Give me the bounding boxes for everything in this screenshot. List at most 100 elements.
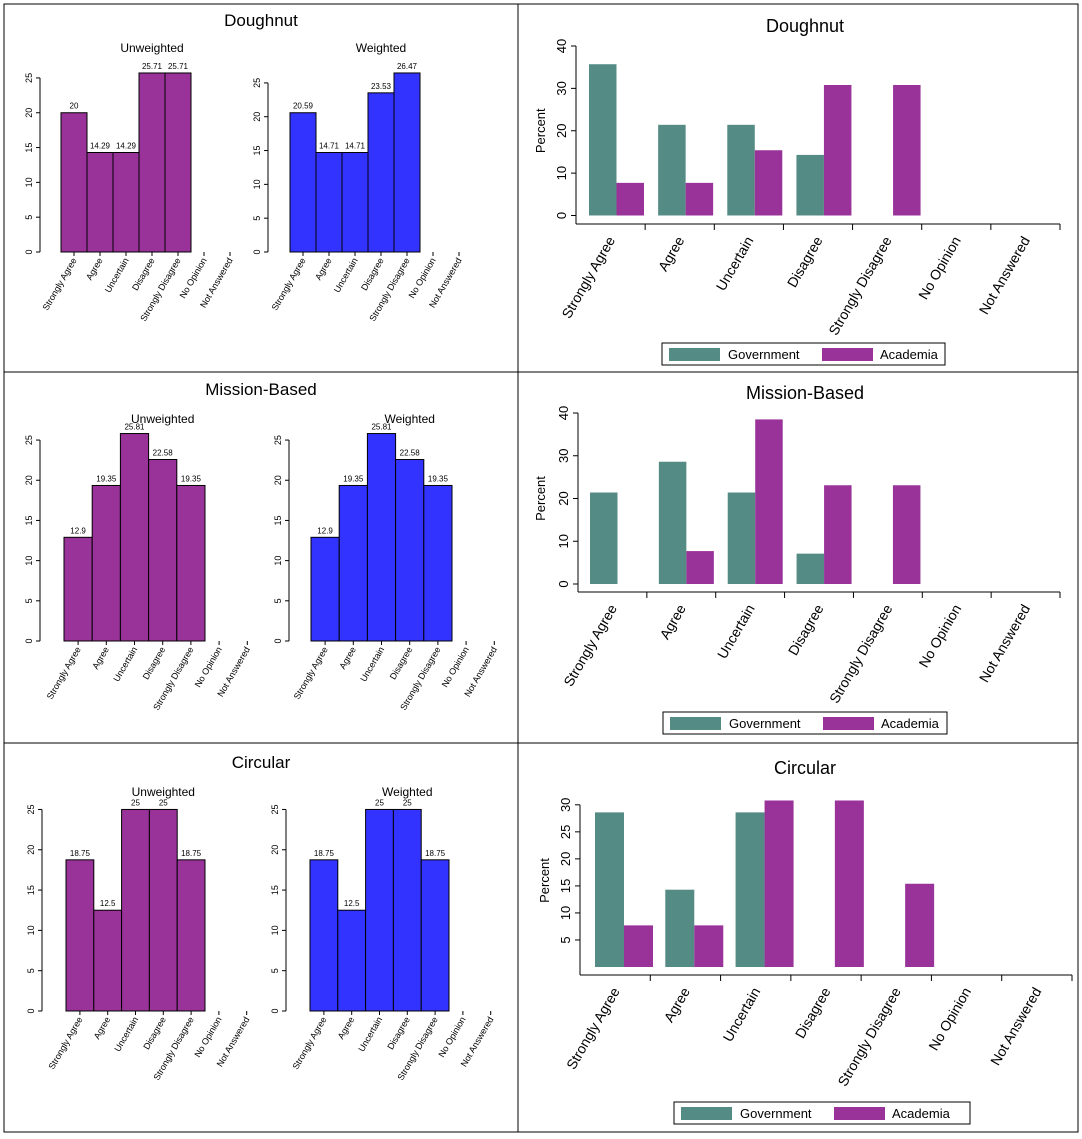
bar-value-label: 12.5 [100, 899, 116, 908]
y-tick-label: 5 [24, 598, 34, 603]
x-tick-label: Uncertain [713, 234, 757, 294]
y-tick-label: 40 [554, 39, 569, 53]
x-tick-label: No Opinion [925, 985, 974, 1054]
legend [661, 342, 946, 366]
bar-value-label: 25 [403, 798, 412, 807]
bar [310, 536, 340, 642]
bar-government [590, 492, 618, 584]
bar-value-label: 12.5 [344, 899, 360, 908]
bar [393, 72, 421, 253]
y-tick-label: 5 [273, 598, 283, 603]
bar-value-label: 25.71 [168, 62, 189, 71]
x-tick-label: Disagree [385, 1015, 412, 1051]
legend-label-academia: Academia [881, 716, 940, 731]
bar-value-label: 18.75 [425, 849, 446, 858]
legend-label-government: Government [728, 347, 800, 362]
x-tick-label: Agree [655, 233, 688, 274]
x-tick-label: Strongly Agree [563, 984, 623, 1072]
y-tick-label: 15 [26, 885, 36, 895]
x-tick-label: Strongly Disagree [825, 233, 895, 338]
bar [176, 484, 206, 642]
y-tick-label: 15 [558, 879, 573, 893]
legend-swatch-government [669, 348, 720, 361]
bar-value-label: 19.35 [96, 474, 117, 483]
x-tick-label: Uncertain [358, 645, 386, 683]
panel-title: Doughnut [224, 11, 298, 30]
y-tick-label: 15 [24, 143, 34, 153]
x-tick-label: Agree [90, 645, 111, 671]
y-tick-label: 10 [558, 906, 573, 920]
bar-value-label: 25.81 [371, 423, 392, 432]
y-tick-label: 25 [26, 804, 36, 814]
y-tick-label: 5 [270, 968, 280, 973]
y-tick-label: 10 [270, 925, 280, 935]
bar [341, 152, 369, 253]
y-tick-label: 0 [24, 249, 34, 254]
x-tick-label: Strongly Disagree [826, 601, 896, 706]
bar [119, 433, 150, 642]
bar [366, 433, 397, 642]
x-tick-label: No Opinion [193, 645, 224, 689]
y-tick-label: 20 [24, 108, 34, 118]
x-tick-label: No Opinion [436, 1015, 467, 1059]
panel-title: Doughnut [766, 16, 844, 36]
x-tick-label: Agree [336, 1015, 357, 1041]
x-tick-label: Uncertain [714, 602, 758, 662]
bar-academia [755, 419, 783, 584]
y-tick-label: 10 [252, 179, 262, 189]
y-tick-label: 0 [24, 638, 34, 643]
bar-government [727, 124, 755, 216]
bar-value-label: 12.9 [317, 526, 333, 535]
x-tick-label: Agree [313, 256, 334, 282]
bar-academia [834, 800, 864, 967]
y-tick-label: 20 [26, 845, 36, 855]
x-tick-label: Agree [656, 601, 689, 642]
bar-value-label: 18.75 [70, 849, 91, 858]
x-tick-label: Strongly Agree [290, 1015, 328, 1071]
y-tick-label: 0 [26, 1008, 36, 1013]
x-tick-label: Strongly Agree [45, 645, 83, 701]
bar-value-label: 18.75 [314, 849, 335, 858]
y-tick-label: 15 [24, 515, 34, 525]
x-tick-label: No Opinion [440, 645, 471, 689]
x-tick-label: Disagree [141, 645, 168, 681]
y-tick-label: 5 [252, 216, 262, 221]
legend-swatch-government [681, 1107, 732, 1120]
x-tick-label: Disagree [792, 984, 834, 1041]
y-tick-label: 30 [558, 798, 573, 812]
x-tick-label: No Opinion [192, 1015, 223, 1059]
bar-government [665, 889, 695, 967]
x-tick-label: Uncertain [332, 256, 360, 294]
x-tick-label: Uncertain [112, 1015, 140, 1053]
bar-value-label: 22.58 [400, 449, 421, 458]
bar-value-label: 19.35 [428, 474, 449, 483]
bar [65, 859, 95, 1012]
bar [60, 112, 88, 253]
x-tick-label: Disagree [784, 233, 826, 290]
y-tick-label: 10 [273, 556, 283, 566]
panel-frame-right [517, 742, 1079, 1133]
chart-subtitle: Unweighted [120, 41, 183, 55]
legend [662, 711, 948, 735]
bar [121, 808, 150, 1012]
bar [176, 859, 206, 1012]
y-tick-label: 15 [270, 885, 280, 895]
bar-value-label: 25.81 [124, 423, 145, 432]
bar-academia [624, 925, 653, 967]
bar [289, 112, 317, 253]
y-tick-label: 10 [24, 177, 34, 187]
panel-title: Mission-Based [746, 383, 864, 403]
y-tick-label: 20 [24, 475, 34, 485]
panel-title: Circular [232, 753, 291, 772]
x-tick-label: Uncertain [103, 256, 131, 294]
bar-academia [754, 150, 783, 216]
bar-value-label: 22.58 [153, 449, 174, 458]
x-tick-label: Strongly Agree [46, 1015, 84, 1071]
bar-value-label: 14.29 [90, 141, 111, 150]
x-tick-label: Uncertain [719, 985, 763, 1045]
y-tick-label: 10 [24, 556, 34, 566]
legend-swatch-academia [822, 348, 873, 361]
legend-swatch-academia [823, 717, 874, 730]
x-tick-label: Agree [337, 645, 358, 671]
